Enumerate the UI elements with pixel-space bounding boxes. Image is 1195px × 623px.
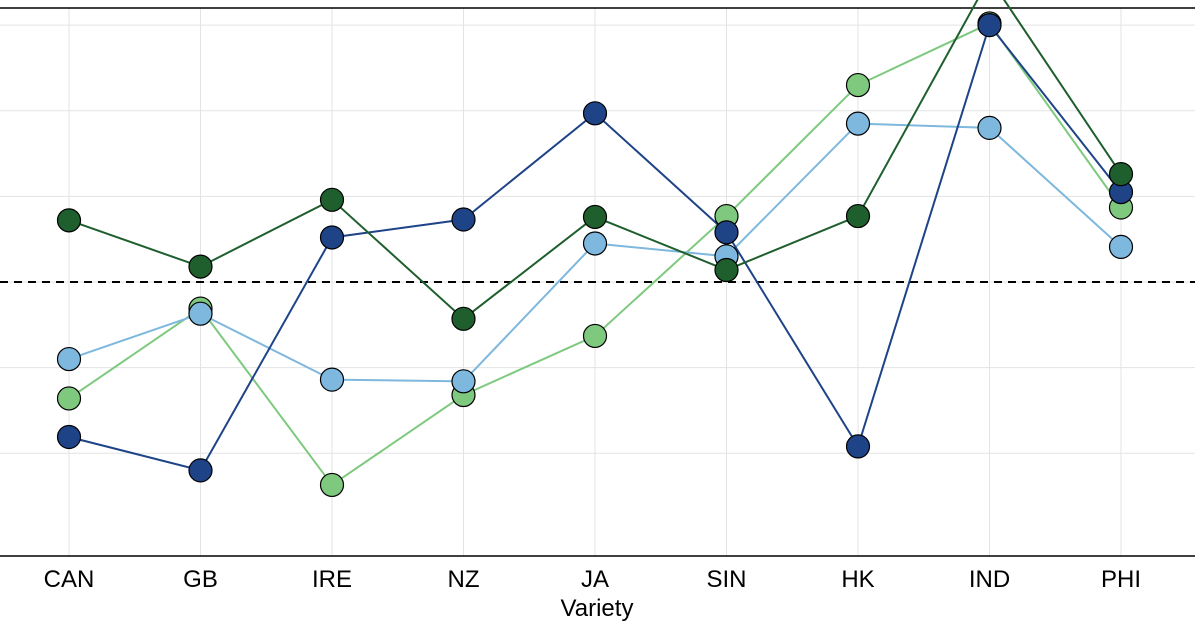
x-tick-label: PHI [1101, 566, 1141, 593]
data-point-series-3-hk [845, 434, 871, 459]
data-point-series-2-ire [319, 367, 345, 392]
data-point-series-4-phi [1108, 162, 1134, 187]
x-axis-title: Variety [561, 595, 634, 622]
data-point-series-4-sin [714, 257, 739, 283]
series-points [56, 11, 1134, 498]
x-tick-label: GB [183, 566, 218, 593]
data-point-series-2-nz [451, 369, 476, 394]
x-tick-label: JA [581, 566, 609, 593]
data-point-series-4-gb [188, 254, 213, 279]
data-point-series-2-hk [845, 111, 871, 136]
data-point-series-4-hk [845, 203, 871, 229]
data-point-series-1-hk [845, 72, 871, 98]
x-tick-labels: CAN GB IRE NZ JA SIN HK IND PHI [44, 566, 1141, 593]
data-point-series-3-sin [714, 220, 739, 245]
data-point-series-4-nz [451, 306, 476, 331]
data-point-series-2-gb [188, 301, 213, 326]
data-point-series-2-can [56, 346, 82, 372]
data-point-series-3-ind [977, 13, 1002, 38]
data-point-series-2-ja [582, 231, 608, 256]
x-tick-label: IRE [312, 566, 352, 593]
x-tick-label: IND [969, 566, 1010, 593]
data-point-series-1-ja [582, 323, 608, 349]
x-tick-label: SIN [706, 566, 746, 593]
x-tick-label: HK [841, 566, 874, 593]
x-tick-label: NZ [448, 566, 480, 593]
data-point-series-1-ire [319, 472, 345, 498]
data-point-series-4-ja [582, 204, 608, 230]
data-point-series-3-ire [319, 225, 345, 250]
data-point-series-2-phi [1108, 234, 1134, 259]
data-point-series-2-ind [977, 115, 1002, 140]
data-point-series-3-gb [188, 458, 213, 483]
data-point-series-1-can [56, 386, 82, 411]
data-point-series-4-ire [319, 187, 345, 212]
data-point-series-3-nz [451, 207, 476, 232]
data-point-series-3-ja [582, 101, 608, 126]
data-point-series-4-can [56, 208, 82, 233]
x-tick-label: CAN [44, 566, 95, 593]
data-point-series-3-can [56, 424, 82, 450]
